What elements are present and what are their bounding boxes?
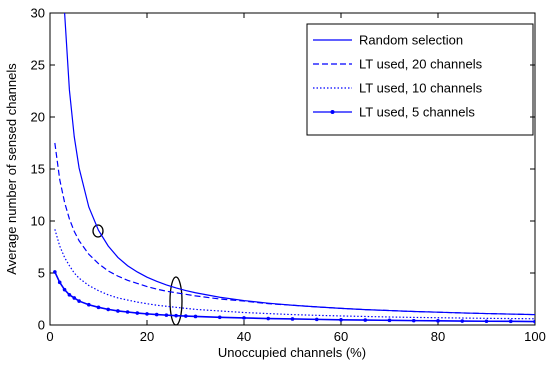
series-marker <box>77 299 81 303</box>
series-marker <box>164 313 169 317</box>
series-marker <box>460 319 465 323</box>
series-marker <box>193 314 198 319</box>
y-tick-label: 25 <box>31 58 45 73</box>
legend-label: LT used, 20 channels <box>359 57 483 72</box>
series-line <box>64 13 535 316</box>
x-axis-label: Unoccupied channels (%) <box>218 345 366 360</box>
series-marker <box>217 315 222 320</box>
series-marker <box>62 287 67 292</box>
series-marker <box>174 313 178 318</box>
series-marker <box>67 293 72 297</box>
legend-label: LT used, 10 channels <box>359 81 483 96</box>
series-marker <box>314 317 319 322</box>
series-marker <box>145 312 149 316</box>
series-marker <box>508 319 513 324</box>
y-tick-label: 10 <box>31 214 45 229</box>
series-marker <box>242 316 246 320</box>
plot-lines <box>53 13 535 324</box>
series-marker <box>436 319 440 323</box>
x-tick-label: 20 <box>140 329 154 344</box>
series-marker <box>116 309 120 313</box>
y-axis-label: Average number of sensed channels <box>4 63 19 275</box>
y-tick-label: 20 <box>31 110 45 125</box>
series-line <box>54 142 535 316</box>
series-marker <box>184 314 188 318</box>
x-tick-label: 80 <box>431 329 445 344</box>
series-marker <box>96 305 101 310</box>
x-tick-label: 40 <box>237 329 251 344</box>
annotation-ellipse <box>169 276 183 326</box>
y-tick-label: 15 <box>31 162 45 177</box>
legend-marker <box>330 110 335 114</box>
series-marker <box>290 317 295 321</box>
x-tick-label: 0 <box>46 329 53 344</box>
series-marker <box>387 318 392 323</box>
series-marker <box>125 310 130 314</box>
annotation-ellipse <box>92 224 104 238</box>
y-tick-label: 5 <box>38 266 45 281</box>
series-marker <box>57 280 62 285</box>
legend-box <box>306 23 534 136</box>
y-tick-label: 0 <box>38 318 45 333</box>
series-marker <box>87 302 91 307</box>
series-marker <box>533 319 535 324</box>
series-marker <box>363 318 368 322</box>
series-marker <box>154 312 159 317</box>
series-marker <box>106 307 110 312</box>
series-marker <box>411 318 416 323</box>
series-marker <box>339 318 343 322</box>
legend-label: LT used, 5 channels <box>359 105 475 120</box>
series-marker <box>135 311 140 315</box>
x-tick-label: 100 <box>524 329 546 344</box>
x-tick-label: 60 <box>334 329 348 344</box>
legend: Random selection LT used, 20 channels LT u… <box>306 23 534 136</box>
series-line <box>54 229 535 320</box>
y-tick-label: 30 <box>31 6 45 21</box>
legend-label: Random selection <box>359 33 463 48</box>
series-marker <box>72 296 77 300</box>
series-marker <box>484 319 489 324</box>
series-marker <box>53 270 57 274</box>
series-marker <box>266 316 271 321</box>
